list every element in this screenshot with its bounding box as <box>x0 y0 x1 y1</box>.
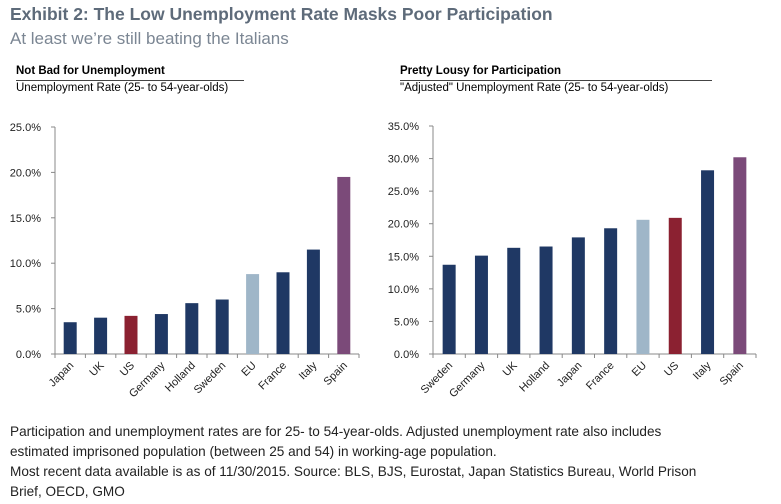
right-chart-bar-spain <box>733 157 747 354</box>
right-chart-category-label: US <box>662 360 681 379</box>
right-chart-category-label: Italy <box>691 359 714 382</box>
left-chart-bar-france <box>276 272 290 354</box>
left-chart-category-label: Italy <box>297 359 320 382</box>
left-chart-y-tick-label: 20.0% <box>10 167 41 179</box>
left-chart-bar-sweden <box>215 299 229 354</box>
right-chart-category-label: France <box>584 360 617 393</box>
source-line: Brief, OECD, GMO <box>10 484 125 499</box>
footnote: Participation and unemployment rates are… <box>10 422 775 502</box>
right-chart-y-tick-label: 10.0% <box>388 284 419 296</box>
footnote-line: estimated imprisoned population (between… <box>10 444 497 459</box>
right-chart-bar-us <box>668 217 682 354</box>
page-subtitle: At least we’re still beating the Italian… <box>10 29 289 48</box>
left-chart-bar-spain <box>337 176 351 354</box>
right-chart-bar-uk <box>507 247 521 354</box>
right-chart-title: Pretty Lousy for Participation <box>400 65 562 77</box>
left-chart-category-label: Japan <box>47 360 77 390</box>
right-chart-y-tick-label: 30.0% <box>388 154 419 166</box>
left-chart-y-tick-label: 0.0% <box>16 349 41 361</box>
left-chart-bar-italy <box>306 249 320 354</box>
left-chart-category-label: US <box>118 360 137 379</box>
right-chart-category-label: Germany <box>447 359 488 400</box>
right-chart-y-tick-label: 25.0% <box>388 186 419 198</box>
right-chart-bar-holland <box>539 246 553 354</box>
left-chart-category-label: UK <box>87 359 107 379</box>
left-chart-title-rule <box>16 80 244 81</box>
right-chart-category-label: UK <box>501 359 521 379</box>
left-chart-bar-holland <box>185 303 199 354</box>
footnote-line: Participation and unemployment rates are… <box>10 424 662 439</box>
left-chart-y-tick-label: 25.0% <box>10 122 41 134</box>
right-chart-bar-japan <box>571 237 585 354</box>
right-chart-category-label: Holland <box>517 360 552 395</box>
right-chart-category-label: Spain <box>718 360 746 388</box>
right-bar-chart: 0.0%5.0%10.0%15.0%20.0%25.0%30.0%35.0%Sw… <box>388 121 757 400</box>
right-chart-category-label: EU <box>630 360 649 379</box>
right-chart-y-tick-label: 15.0% <box>388 251 419 263</box>
left-chart-category-label: Spain <box>322 360 350 388</box>
right-chart-subtitle: "Adjusted" Unemployment Rate (25- to 54-… <box>400 82 669 94</box>
left-chart-bar-japan <box>63 322 77 354</box>
left-chart-bar-germany <box>154 314 168 354</box>
right-chart-bar-eu <box>636 219 650 354</box>
left-chart-bar-uk <box>94 317 108 354</box>
right-chart-y-tick-label: 20.0% <box>388 219 419 231</box>
left-chart-subtitle: Unemployment Rate (25- to 54-year-olds) <box>16 82 229 94</box>
left-bar-chart: 0.0%5.0%10.0%15.0%20.0%25.0%Japan UK USGer… <box>10 122 360 400</box>
right-chart-y-tick-label: 35.0% <box>388 121 419 133</box>
left-chart-y-tick-label: 10.0% <box>10 258 41 270</box>
right-chart-bar-germany <box>474 255 488 354</box>
left-chart-bar-us <box>124 315 138 354</box>
left-chart-y-tick-label: 15.0% <box>10 213 41 225</box>
right-chart-y-tick-label: 0.0% <box>394 349 419 361</box>
right-chart-title-rule <box>400 80 712 81</box>
right-chart-bar-italy <box>701 170 715 354</box>
left-chart-category-label: EU <box>239 360 258 379</box>
right-chart-bar-sweden <box>442 264 456 354</box>
right-chart-category-label: Japan <box>555 360 585 390</box>
right-chart-y-tick-label: 5.0% <box>394 316 419 328</box>
left-chart-category-label: Sweden <box>192 360 229 397</box>
right-chart-bar-france <box>604 228 618 354</box>
left-chart-category-label: France <box>256 360 289 393</box>
left-chart-title: Not Bad for Unemployment <box>16 65 165 77</box>
source-line: Most recent data available is as of 11/3… <box>10 464 697 479</box>
left-chart-bar-eu <box>246 274 260 354</box>
left-chart-y-tick-label: 5.0% <box>16 304 41 316</box>
page-title: Exhibit 2: The Low Unemployment Rate Mas… <box>10 4 553 24</box>
